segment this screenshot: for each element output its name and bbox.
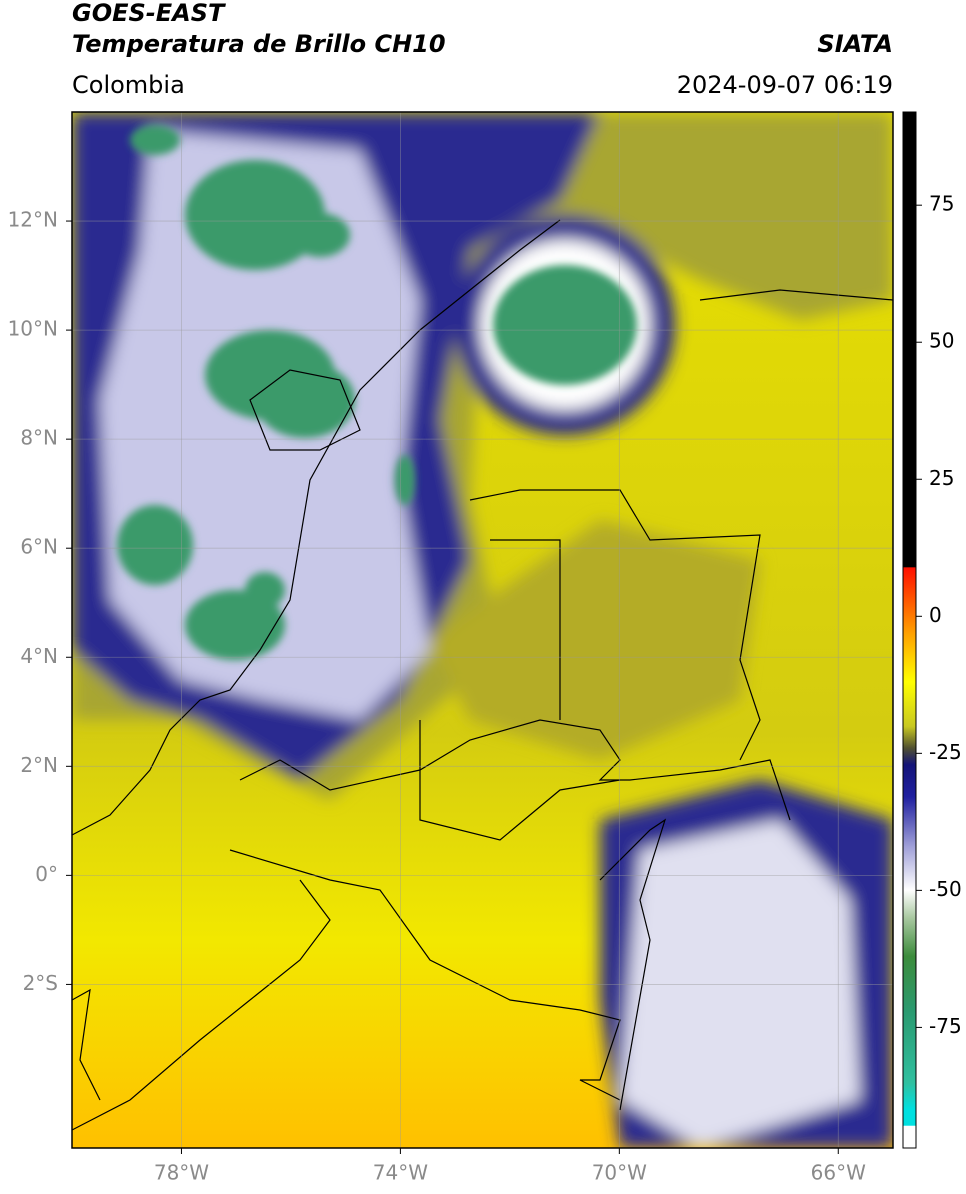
colorbar (902, 111, 917, 1149)
datetime: 2024-09-07 06:19 (677, 71, 893, 99)
y-tick-label: 4°N (20, 644, 58, 668)
y-tick-label: 2°N (20, 753, 58, 777)
colorbar-tick-label: 75 (929, 192, 954, 216)
colorbar-tick-label: 25 (929, 466, 954, 490)
colorbar-tick-label: -50 (929, 877, 962, 901)
map-frame (71, 111, 894, 1149)
satellite-image (72, 112, 893, 1148)
y-tick-label: 0° (35, 862, 58, 886)
y-tick-label: 12°N (8, 208, 58, 232)
y-tick-label: 10°N (8, 317, 58, 341)
x-tick-label: 70°W (592, 1161, 647, 1185)
y-tick-label: 8°N (20, 426, 58, 450)
colorbar-tick-label: 50 (929, 329, 954, 353)
y-tick-label: 2°S (23, 971, 58, 995)
x-tick-label: 74°W (373, 1161, 428, 1185)
colorbar-tick-label: -25 (929, 740, 962, 764)
x-tick-label: 66°W (811, 1161, 866, 1185)
colorbar-tick-label: -75 (929, 1014, 962, 1038)
x-tick-label: 78°W (154, 1161, 209, 1185)
region: Colombia (72, 71, 185, 99)
title-line2: Temperatura de Brillo CH10 (72, 30, 446, 58)
brand: SIATA (817, 30, 893, 58)
y-tick-label: 6°N (20, 535, 58, 559)
title-line1: GOES-EAST (72, 0, 226, 27)
colorbar-tick-label: 0 (929, 603, 942, 627)
grid (72, 112, 893, 1148)
